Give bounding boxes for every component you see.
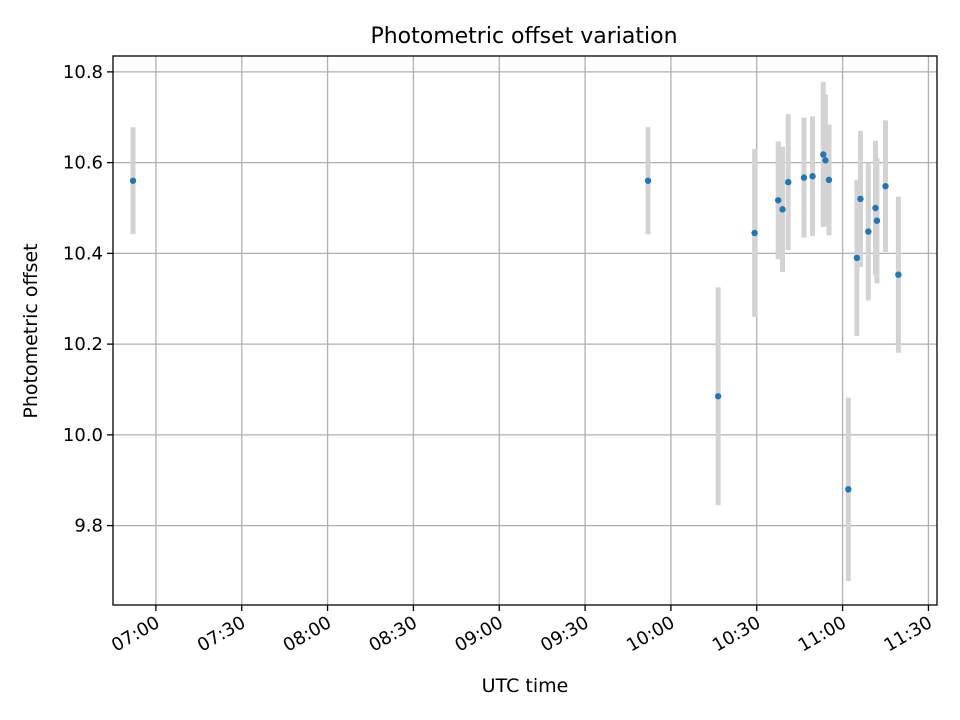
y-tick-label: 10.0	[63, 425, 103, 446]
y-tick-label: 10.8	[63, 62, 103, 83]
y-tick-label: 9.8	[74, 516, 103, 537]
data-point	[644, 177, 652, 184]
chart-title: Photometric offset variation	[370, 24, 677, 49]
y-tick-label: 10.2	[63, 334, 103, 355]
data-point	[865, 228, 872, 235]
grid-lines	[113, 56, 937, 605]
x-axis-label: UTC time	[482, 675, 569, 697]
data-point	[845, 486, 852, 493]
y-tick-label: 10.4	[63, 243, 103, 264]
data-point	[775, 197, 782, 204]
data-point	[785, 178, 792, 186]
data-point	[872, 204, 879, 212]
data-point	[825, 176, 833, 184]
data-point	[853, 254, 861, 262]
data-point	[822, 157, 829, 164]
data-point	[751, 229, 758, 237]
data-point	[882, 183, 889, 190]
data-point	[857, 195, 864, 203]
y-axis-label: Photometric offset	[20, 243, 42, 418]
data-point	[779, 206, 786, 213]
data-point	[129, 177, 137, 184]
data-point	[895, 271, 902, 278]
data-points	[129, 151, 902, 493]
data-point	[873, 217, 881, 224]
data-point	[714, 393, 722, 400]
data-point	[820, 151, 827, 158]
y-axis-ticks: 9.8 10.0 10.2 10.4 10.6 10.8	[63, 62, 113, 537]
data-point	[800, 174, 808, 181]
data-point	[809, 173, 816, 180]
plot-frame	[112, 55, 938, 606]
y-tick-label: 10.6	[63, 153, 103, 174]
